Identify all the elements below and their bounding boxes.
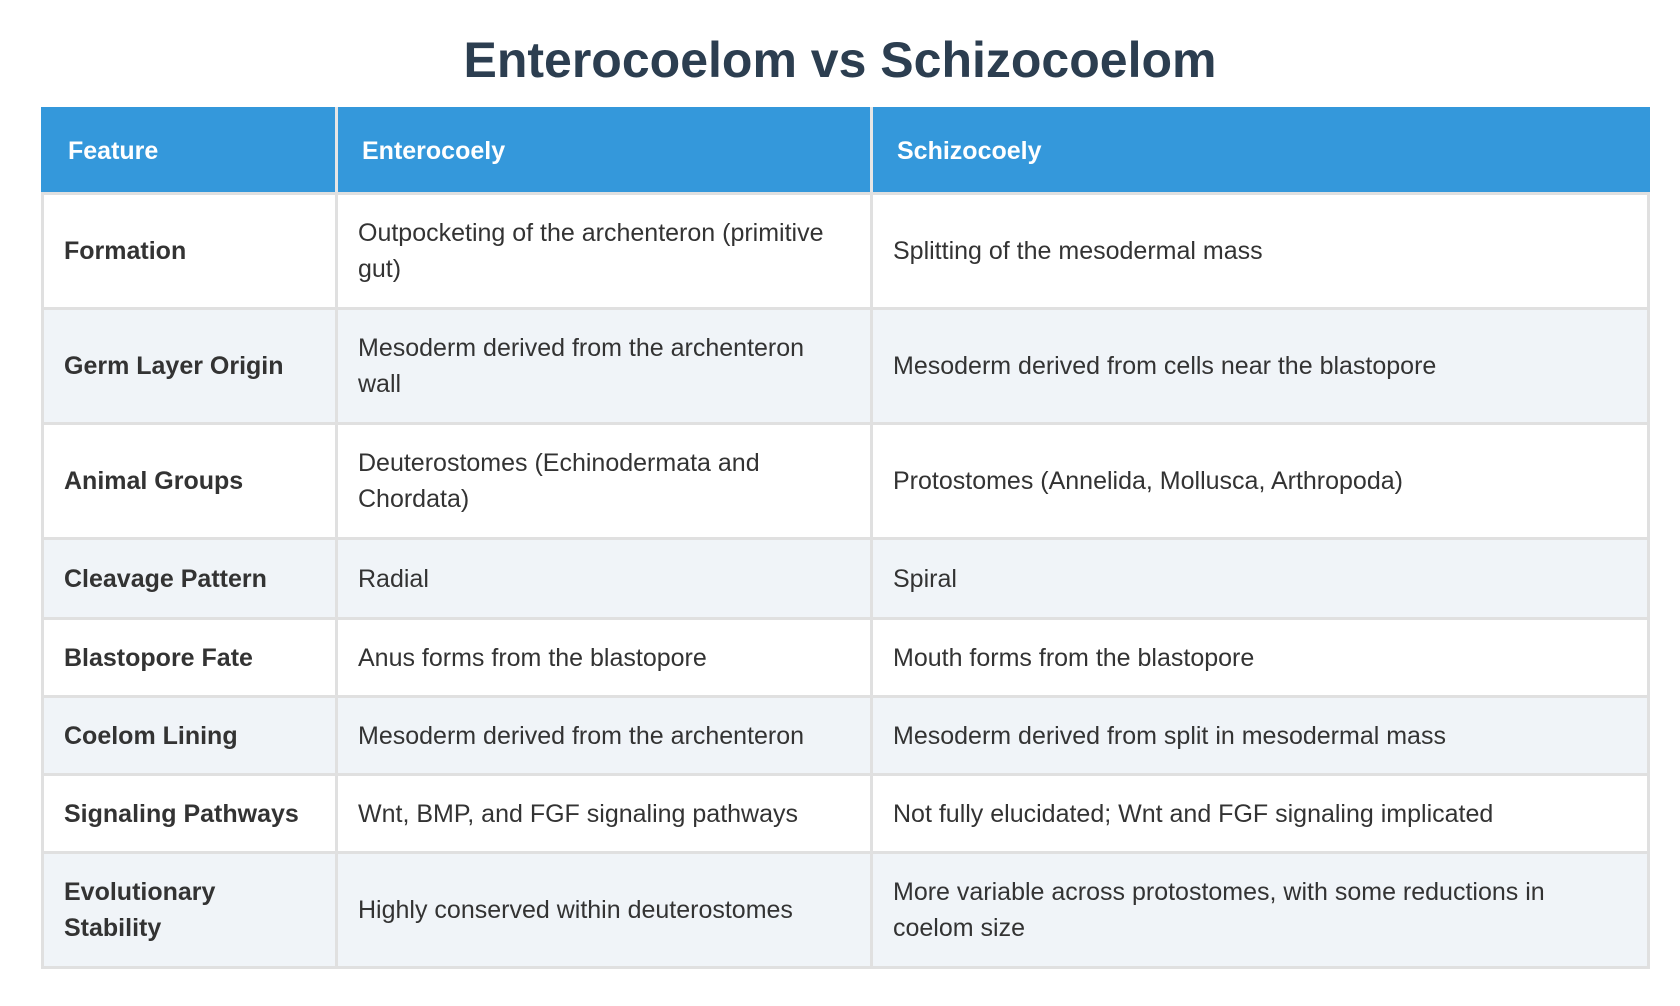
table-row: Animal Groups Deuterostomes (Echinoderma… bbox=[41, 422, 1650, 540]
feature-cell: Coelom Lining bbox=[41, 695, 338, 776]
schizocoely-cell: Spiral bbox=[870, 537, 1650, 620]
enterocoely-cell: Radial bbox=[335, 537, 873, 620]
feature-cell: Animal Groups bbox=[41, 422, 338, 540]
enterocoely-cell: Wnt, BMP, and FGF signaling pathways bbox=[335, 773, 873, 854]
table-row: Signaling Pathways Wnt, BMP, and FGF sig… bbox=[41, 773, 1650, 854]
enterocoely-cell: Deuterostomes (Echinodermata and Chordat… bbox=[335, 422, 873, 540]
column-header-enterocoely: Enterocoely bbox=[335, 107, 873, 195]
feature-cell: Blastopore Fate bbox=[41, 617, 338, 698]
feature-cell: Evolutionary Stability bbox=[41, 851, 338, 969]
enterocoely-cell: Mesoderm derived from the archenteron bbox=[335, 695, 873, 776]
table-row: Blastopore Fate Anus forms from the blas… bbox=[41, 617, 1650, 698]
feature-cell: Formation bbox=[41, 192, 338, 310]
page-title: Enterocoelom vs Schizocoelom bbox=[463, 32, 1217, 88]
enterocoely-cell: Outpocketing of the archenteron (primiti… bbox=[335, 192, 873, 310]
table-row: Germ Layer Origin Mesoderm derived from … bbox=[41, 307, 1650, 425]
schizocoely-cell: Not fully elucidated; Wnt and FGF signal… bbox=[870, 773, 1650, 854]
enterocoely-cell: Highly conserved within deuterostomes bbox=[335, 851, 873, 969]
feature-cell: Cleavage Pattern bbox=[41, 537, 338, 620]
schizocoely-cell: Mouth forms from the blastopore bbox=[870, 617, 1650, 698]
feature-cell: Germ Layer Origin bbox=[41, 307, 338, 425]
schizocoely-cell: Mesoderm derived from cells near the bla… bbox=[870, 307, 1650, 425]
table-row: Cleavage Pattern Radial Spiral bbox=[41, 537, 1650, 620]
feature-cell: Signaling Pathways bbox=[41, 773, 338, 854]
column-header-schizocoely: Schizocoely bbox=[870, 107, 1650, 195]
schizocoely-cell: More variable across protostomes, with s… bbox=[870, 851, 1650, 969]
table-row: Coelom Lining Mesoderm derived from the … bbox=[41, 695, 1650, 776]
schizocoely-cell: Protostomes (Annelida, Mollusca, Arthrop… bbox=[870, 422, 1650, 540]
table-header-row: Feature Enterocoely Schizocoely bbox=[41, 107, 1650, 195]
comparison-table: Feature Enterocoely Schizocoely Formatio… bbox=[41, 107, 1650, 969]
enterocoely-cell: Anus forms from the blastopore bbox=[335, 617, 873, 698]
schizocoely-cell: Mesoderm derived from split in mesoderma… bbox=[870, 695, 1650, 776]
comparison-table-container: Feature Enterocoely Schizocoely Formatio… bbox=[41, 107, 1650, 969]
schizocoely-cell: Splitting of the mesodermal mass bbox=[870, 192, 1650, 310]
table-row: Formation Outpocketing of the archentero… bbox=[41, 192, 1650, 310]
enterocoely-cell: Mesoderm derived from the archenteron wa… bbox=[335, 307, 873, 425]
table-row: Evolutionary Stability Highly conserved … bbox=[41, 851, 1650, 969]
column-header-feature: Feature bbox=[41, 107, 338, 195]
